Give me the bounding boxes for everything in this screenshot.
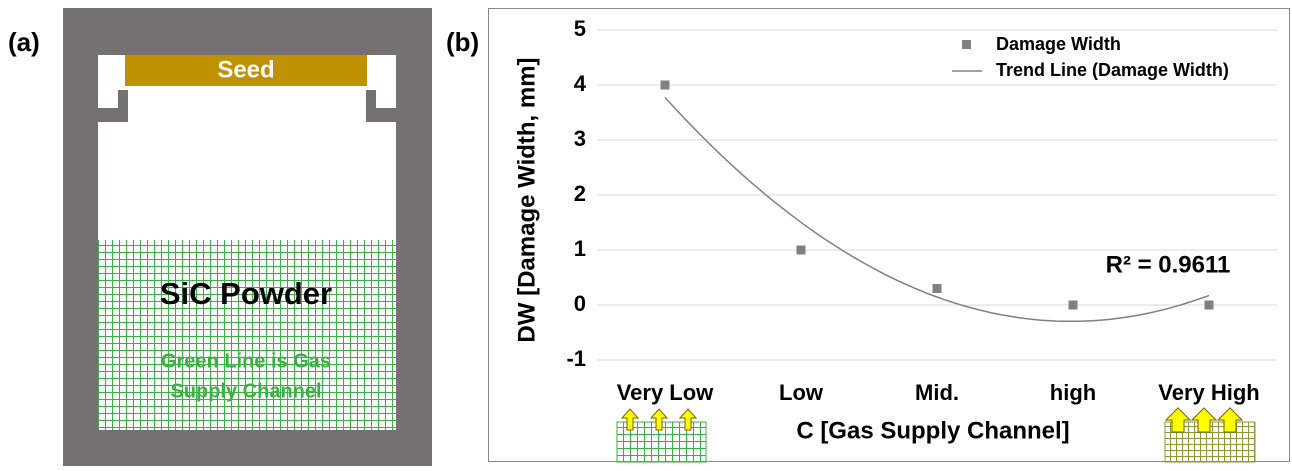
x-axis-label: C [Gas Supply Channel]	[796, 417, 1069, 444]
panel-label: (a)	[8, 27, 40, 57]
seed-holder-left	[98, 90, 128, 122]
legend-marker	[962, 40, 971, 49]
seed-holder-right	[366, 90, 396, 122]
trend-line	[664, 96, 1210, 323]
r-squared: R² = 0.9611	[1106, 251, 1231, 278]
legend-label: Trend Line (Damage Width)	[996, 60, 1229, 80]
channel-note: Green Line is Gas	[161, 350, 331, 372]
low-channel-icon	[616, 408, 707, 463]
y-tick-label: 5	[574, 16, 586, 41]
legend-label: Damage Width	[996, 34, 1121, 54]
y-tick-label: 4	[574, 71, 587, 96]
panel-label: (b)	[446, 27, 479, 57]
high-channel-icon	[1164, 407, 1256, 463]
data-point	[1204, 300, 1214, 310]
data-point	[796, 245, 806, 255]
y-axis-label: DW [Damage Width, mm]	[513, 57, 540, 342]
x-tick-label: high	[1050, 380, 1096, 405]
x-tick-label: Mid.	[915, 380, 959, 405]
y-tick-label: 0	[574, 291, 586, 316]
chart-frame	[488, 8, 1290, 462]
powder-label: SiC Powder	[160, 276, 332, 311]
x-tick-label: Very High	[1158, 380, 1259, 405]
seed	[125, 55, 367, 86]
y-tick-label: 1	[574, 236, 586, 261]
seed-label: Seed	[217, 56, 274, 83]
y-tick-label: 2	[574, 181, 586, 206]
channel-note: Supply Channel	[170, 380, 321, 402]
y-tick-label: -1	[566, 346, 586, 371]
x-tick-label: Very Low	[617, 380, 714, 405]
data-point	[1068, 300, 1078, 310]
data-point	[660, 80, 670, 90]
data-point	[932, 284, 942, 293]
x-tick-label: Low	[779, 380, 824, 405]
sic-powder	[98, 240, 396, 430]
y-tick-label: 3	[574, 126, 586, 151]
